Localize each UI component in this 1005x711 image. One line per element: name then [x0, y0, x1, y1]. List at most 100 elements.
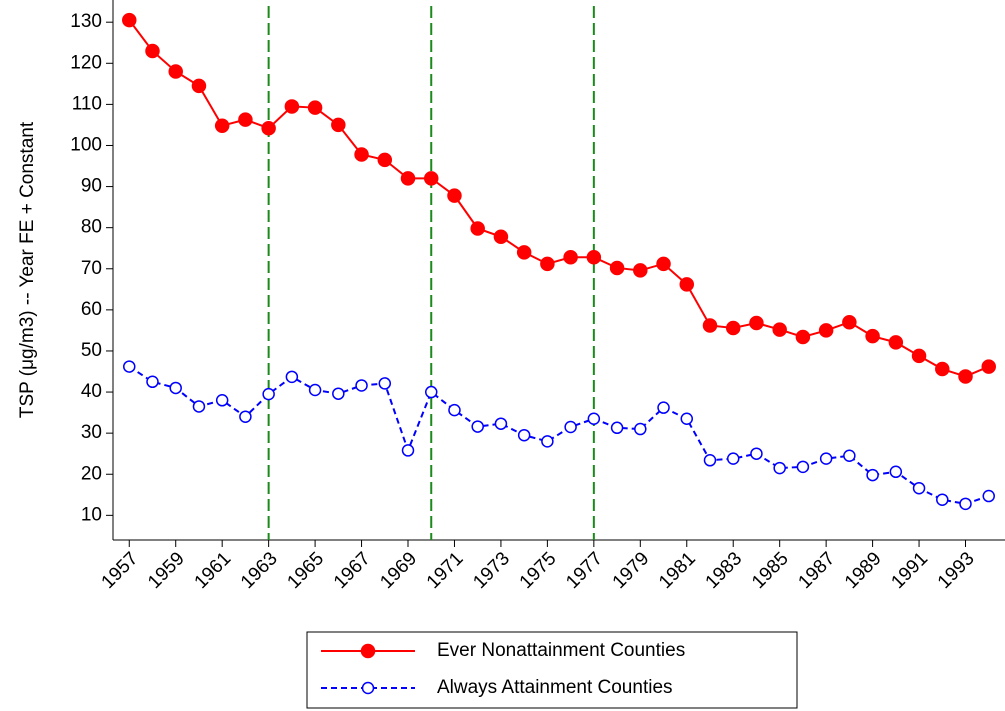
- data-point: [819, 452, 833, 465]
- y-tick-label: 130: [70, 11, 102, 32]
- data-point: [516, 245, 532, 260]
- data-point: [285, 370, 299, 384]
- data-point: [959, 497, 972, 511]
- data-point: [843, 449, 856, 463]
- y-axis-label: TSP (μg/m3) -- Year FE + Constant: [17, 121, 38, 418]
- x-tick-label: 1975: [516, 548, 561, 593]
- x-tick-label: 1987: [794, 548, 839, 593]
- y-tick-label: 60: [81, 299, 102, 320]
- data-point: [400, 171, 416, 186]
- data-point: [702, 318, 718, 333]
- data-point: [888, 335, 904, 350]
- x-tick-label: 1967: [330, 548, 375, 593]
- data-point: [215, 394, 229, 407]
- data-point: [493, 229, 509, 244]
- data-point: [958, 369, 973, 384]
- data-point: [284, 99, 300, 114]
- data-point: [471, 420, 484, 433]
- x-tick-label: 1971: [423, 548, 468, 593]
- data-point: [656, 256, 671, 272]
- data-point: [308, 383, 322, 397]
- y-tick-label: 50: [81, 340, 102, 361]
- x-tick-label: 1961: [191, 548, 236, 593]
- data-point: [192, 400, 206, 413]
- data-point: [541, 435, 554, 448]
- legend-marker: [361, 681, 375, 695]
- data-point: [587, 412, 601, 426]
- data-point: [470, 221, 485, 236]
- y-tick-label: 90: [81, 176, 102, 197]
- data-point: [191, 78, 207, 94]
- x-tick-label: 1981: [655, 548, 700, 593]
- data-point: [703, 454, 717, 467]
- y-tick-label: 110: [72, 93, 102, 114]
- data-point: [494, 417, 508, 430]
- data-point: [773, 461, 786, 475]
- legend-label: Ever Nonattainment Counties: [437, 640, 685, 661]
- data-point: [680, 412, 694, 426]
- data-point: [307, 100, 323, 115]
- data-point: [214, 118, 230, 134]
- series-line: [128, 365, 990, 505]
- data-point: [586, 250, 602, 265]
- x-tick-label: 1963: [237, 548, 282, 593]
- data-point: [122, 12, 137, 28]
- data-point: [540, 256, 555, 272]
- legend-label: Always Attainment Counties: [437, 677, 673, 698]
- x-tick-label: 1989: [841, 548, 886, 593]
- data-point: [423, 171, 439, 186]
- x-tick-label: 1977: [562, 548, 607, 593]
- data-point: [609, 260, 625, 276]
- y-tick-label: 20: [81, 463, 102, 484]
- data-point: [679, 277, 695, 292]
- data-point: [818, 323, 834, 338]
- x-tick-label: 1979: [609, 548, 654, 593]
- data-point: [262, 387, 275, 401]
- data-point: [795, 329, 811, 345]
- data-point: [865, 328, 880, 344]
- data-point: [146, 375, 159, 389]
- series-line: [128, 19, 990, 378]
- y-tick-label: 10: [81, 504, 102, 525]
- data-point: [447, 188, 462, 203]
- data-point: [448, 403, 461, 417]
- legend-marker: [360, 643, 376, 659]
- data-point: [982, 489, 995, 503]
- x-tick-label: 1991: [887, 548, 932, 593]
- data-point: [239, 410, 252, 423]
- data-point: [610, 421, 624, 435]
- y-tick-label: 30: [81, 422, 102, 443]
- x-tick-label: 1969: [376, 548, 421, 593]
- data-point: [911, 348, 927, 364]
- data-point: [936, 493, 949, 506]
- y-tick-label: 40: [81, 381, 102, 402]
- legend-box: [306, 631, 798, 709]
- data-point: [750, 447, 763, 460]
- data-point: [842, 314, 857, 330]
- data-point: [332, 387, 345, 400]
- data-point: [378, 377, 392, 390]
- data-point: [563, 250, 578, 265]
- data-point: [355, 379, 368, 392]
- data-point: [169, 381, 182, 395]
- data-point: [261, 120, 276, 136]
- data-point: [238, 112, 253, 127]
- data-point: [331, 117, 346, 133]
- data-point: [866, 468, 879, 482]
- y-tick-label: 100: [70, 134, 102, 155]
- data-point: [377, 152, 393, 168]
- data-point: [633, 263, 648, 278]
- x-tick-label: 1973: [469, 548, 514, 593]
- data-point: [796, 460, 810, 474]
- data-point: [354, 147, 369, 162]
- x-tick-label: 1959: [144, 548, 189, 593]
- data-point: [123, 360, 136, 373]
- data-point: [725, 320, 741, 336]
- x-tick-label: 1985: [748, 548, 793, 593]
- data-point: [912, 481, 926, 495]
- data-point: [749, 315, 764, 331]
- data-point: [981, 359, 996, 374]
- data-point: [726, 452, 740, 465]
- data-point: [935, 361, 950, 377]
